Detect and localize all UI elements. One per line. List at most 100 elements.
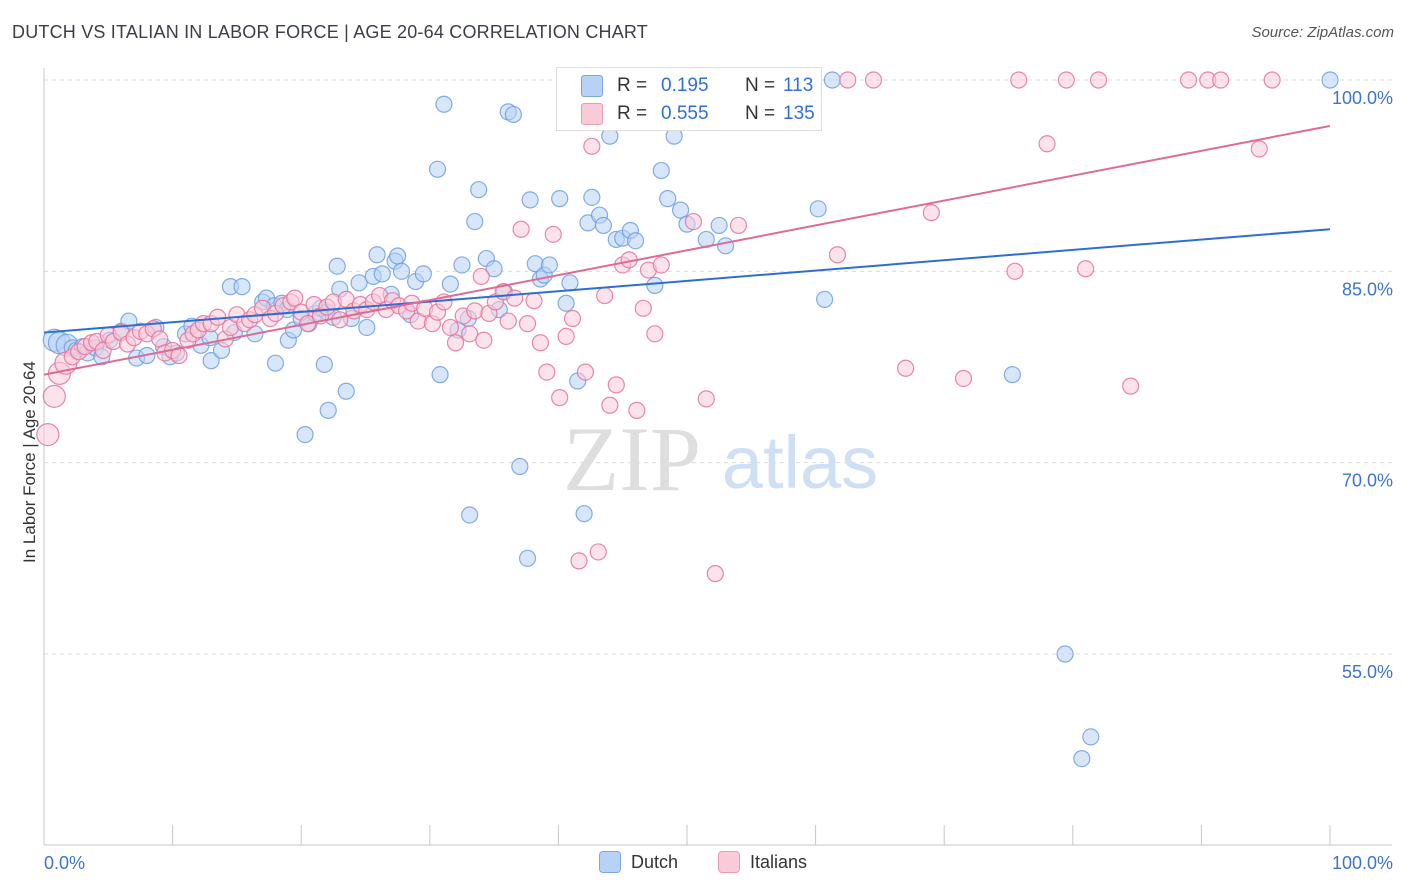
point-italians: [646, 325, 664, 343]
point-italians: [466, 302, 484, 320]
point-italians: [596, 286, 614, 305]
point-dutch: [1321, 71, 1339, 89]
point-italians: [954, 369, 973, 388]
point-italians: [601, 396, 619, 414]
point-italians: [706, 565, 724, 583]
point-italians: [697, 390, 715, 408]
point-dutch: [414, 265, 432, 283]
y-tick-label: 85.0%: [1342, 279, 1393, 299]
point-dutch: [518, 549, 537, 567]
point-italians: [570, 552, 588, 570]
point-dutch: [350, 274, 368, 292]
legend-label-italians: Italians: [749, 851, 808, 872]
point-dutch: [809, 200, 827, 218]
stats-row-dutch: R = 0.195 N = 113: [581, 72, 813, 100]
point-dutch: [652, 161, 670, 180]
tick-labels: 55.0% 70.0% 85.0% 100.0% 0.0% 100.0% In Labor …: [20, 88, 1393, 873]
point-italians: [441, 318, 459, 337]
r-label: R =: [617, 103, 648, 124]
legend-item-italians[interactable]: Italians: [717, 851, 808, 873]
point-dutch: [626, 232, 645, 250]
trend-lines: [43, 124, 1331, 376]
watermark-zip: ZIP: [563, 408, 701, 510]
point-italians: [42, 384, 66, 408]
point-italians: [1038, 135, 1056, 153]
point-italians: [544, 225, 562, 243]
point-dutch: [368, 246, 386, 264]
point-italians: [684, 212, 703, 231]
legend-swatch-italians: [717, 851, 740, 873]
point-dutch: [453, 256, 471, 274]
legend-swatch-dutch: [598, 851, 621, 873]
point-italians: [634, 299, 652, 317]
point-dutch: [540, 256, 558, 274]
n-label: N =: [745, 103, 776, 124]
point-dutch: [561, 274, 579, 292]
stats-legend-box: R = 0.195 N = 113 R = 0.555 N = 135: [556, 67, 822, 131]
point-dutch: [373, 265, 391, 283]
point-dutch: [710, 216, 728, 235]
point-dutch: [659, 190, 677, 208]
point-dutch: [1003, 366, 1021, 384]
source-credit: Source: ZipAtlas.com: [1251, 24, 1394, 41]
point-dutch: [594, 216, 613, 235]
point-italians: [1089, 71, 1108, 89]
point-italians: [897, 359, 915, 377]
point-dutch: [575, 505, 593, 523]
point-dutch: [466, 212, 484, 231]
chart-title: DUTCH VS ITALIAN IN LABOR FORCE | AGE 20…: [12, 22, 649, 42]
x-tick-label: 0.0%: [44, 853, 85, 873]
point-dutch: [431, 366, 449, 384]
point-dutch: [389, 247, 407, 265]
point-dutch: [511, 457, 529, 476]
point-italians: [475, 331, 493, 349]
point-italians: [652, 256, 670, 274]
r-value: 0.555: [661, 103, 709, 124]
data-points: [36, 71, 1339, 768]
trend-line-dutch: [43, 228, 1331, 334]
point-italians: [461, 325, 479, 343]
n-value: 135: [783, 103, 815, 124]
stats-row-italians: R = 0.555 N = 135: [581, 100, 815, 128]
point-italians: [446, 334, 465, 352]
point-dutch: [266, 354, 285, 372]
point-italians: [828, 246, 847, 264]
point-dutch: [358, 318, 376, 337]
legend-item-dutch[interactable]: Dutch: [598, 851, 678, 873]
point-italians: [286, 289, 304, 307]
point-dutch: [816, 290, 834, 308]
point-dutch: [521, 191, 539, 209]
point-italians: [512, 220, 530, 238]
point-italians: [583, 137, 601, 155]
point-italians: [729, 216, 748, 235]
point-dutch: [646, 276, 664, 294]
point-dutch: [315, 355, 333, 374]
point-italians: [1006, 262, 1024, 280]
point-italians: [628, 401, 646, 419]
point-dutch: [671, 201, 690, 219]
y-axis-label: In Labor Force | Age 20-64: [20, 361, 39, 563]
point-dutch: [1082, 728, 1100, 746]
point-italians: [36, 423, 60, 447]
point-dutch: [233, 278, 251, 296]
stats-swatch-dutch: [581, 75, 603, 97]
point-italians: [557, 327, 575, 345]
legend: Dutch Italians: [0, 851, 1406, 873]
point-italians: [922, 204, 940, 222]
point-dutch: [1056, 645, 1074, 663]
trend-line-italians: [43, 124, 1331, 376]
point-dutch: [823, 71, 841, 89]
legend-label-dutch: Dutch: [630, 851, 678, 872]
watermark-atlas: atlas: [722, 421, 878, 504]
point-dutch: [504, 105, 522, 124]
y-tick-label: 70.0%: [1342, 471, 1393, 491]
point-dutch: [428, 160, 447, 178]
point-italians: [1057, 71, 1075, 89]
point-italians: [1010, 71, 1028, 89]
point-dutch: [435, 95, 453, 113]
point-italians: [331, 311, 349, 329]
point-italians: [472, 267, 490, 286]
point-dutch: [470, 181, 488, 199]
point-italians: [607, 376, 625, 394]
